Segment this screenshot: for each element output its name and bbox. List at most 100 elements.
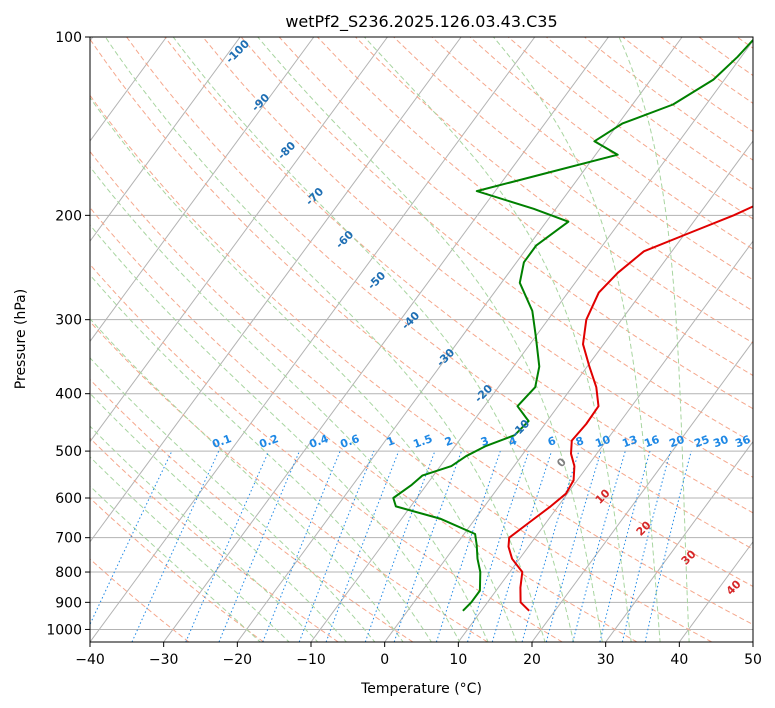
dry-adiabat-line — [202, 37, 753, 478]
mixing-ratio-line — [185, 450, 270, 642]
mixing-ratio-label: 2 — [443, 434, 455, 449]
dry-adiabat-label: -60 — [333, 228, 356, 251]
y-tick-label: 900 — [55, 595, 82, 611]
isotherm-line — [90, 37, 241, 243]
isotherm-line — [605, 440, 753, 642]
mixing-ratio-label: 30 — [711, 433, 730, 451]
mixing-ratio-line — [364, 450, 436, 642]
mixing-ratio-label: 13 — [620, 433, 639, 450]
mixing-ratio-line — [545, 450, 602, 642]
y-tick-label: 1000 — [46, 622, 82, 638]
moist-adiabat-line — [90, 224, 461, 642]
dry-adiabat-line — [698, 37, 753, 77]
dry-adiabat-line — [317, 37, 753, 377]
moist-adiabat-line — [90, 318, 404, 642]
dry-adiabat-line — [90, 94, 753, 626]
mixing-ratio-label: 0.1 — [210, 432, 233, 451]
x-tick-label: 10 — [449, 652, 467, 668]
dry-adiabat-line — [90, 206, 638, 642]
dry-adiabat-line — [90, 497, 264, 642]
dry-adiabat-label: -50 — [365, 269, 388, 292]
dry-adiabat-label: -70 — [303, 185, 326, 208]
temperature-profile-line — [507, 205, 753, 612]
moist-adiabat-line — [90, 96, 518, 642]
isotherm-line — [310, 39, 753, 642]
x-tick-label: −30 — [149, 652, 179, 668]
moist-adiabat-line — [90, 425, 319, 642]
dry-adiabat-line — [126, 37, 753, 550]
x-tick-label: −10 — [296, 652, 326, 668]
dry-adiabat-label: -20 — [472, 382, 495, 405]
mixing-ratio-line — [218, 450, 300, 642]
dry-adiabat-label: 30 — [679, 547, 699, 567]
y-axis-label: Pressure (hPa) — [13, 289, 29, 389]
isotherm-line — [163, 37, 609, 642]
axis-ticks: −40 −30 −20 −10 0 10 20 30 40 5010020030040050060… — [46, 30, 762, 668]
mixing-ratio-line — [325, 450, 400, 642]
isotherm-line — [457, 240, 753, 642]
dry-adiabat-line — [90, 38, 753, 587]
y-tick-label: 500 — [55, 444, 82, 460]
dry-adiabat-line — [622, 37, 753, 133]
x-tick-label: 0 — [380, 652, 389, 668]
mixing-ratio-line — [131, 450, 220, 642]
moist-adiabat-line — [90, 274, 433, 642]
dry-adiabat-label: -30 — [434, 346, 457, 369]
plot-frame — [89, 36, 754, 643]
mixing-ratio-line — [572, 450, 626, 642]
moist-adiabat-line — [364, 37, 632, 642]
dry-adiabat-label: -40 — [399, 309, 422, 332]
background-lines — [90, 37, 753, 642]
isotherm-line — [90, 37, 388, 443]
moist-adiabat-line — [104, 37, 546, 642]
mixing-ratio-label: 0.6 — [338, 432, 361, 451]
mixing-ratio-line — [599, 450, 651, 642]
dewpoint-profile-line — [392, 38, 753, 612]
dry-adiabat-line — [545, 37, 753, 190]
y-tick-label: 400 — [55, 387, 82, 403]
mixing-ratio-line — [491, 450, 553, 642]
mixing-ratio-label: 0.4 — [307, 432, 330, 451]
dry-adiabat-line — [431, 37, 753, 281]
mixing-ratio-label: 25 — [692, 433, 711, 450]
dry-adiabat-line — [660, 37, 753, 104]
isotherm-line — [90, 37, 462, 543]
dry-adiabat-line — [164, 37, 753, 514]
mixing-ratio-line — [435, 450, 501, 642]
moist-adiabat-line — [90, 392, 347, 642]
mixing-ratio-label: 6 — [546, 434, 558, 449]
dry-adiabat-line — [90, 150, 712, 642]
isotherm-line — [90, 37, 536, 642]
x-tick-label: 30 — [597, 652, 615, 668]
mixing-ratio-line — [644, 450, 692, 642]
y-tick-label: 200 — [55, 208, 82, 224]
moist-adiabat-line — [493, 37, 661, 642]
moist-adiabat-line — [90, 485, 261, 642]
mixing-ratio-label: 8 — [574, 434, 586, 449]
mixing-ratio-label: 3 — [479, 434, 491, 449]
x-tick-label: −40 — [75, 652, 105, 668]
mixing-ratio-line — [521, 450, 580, 642]
dry-adiabat-line — [278, 37, 753, 410]
dry-adiabat-label: 40 — [724, 577, 744, 597]
dry-adiabat-line — [736, 37, 753, 49]
mixing-ratio-label: 10 — [593, 433, 612, 451]
mixing-ratio-label: 16 — [642, 433, 661, 451]
isotherm-line — [236, 37, 683, 642]
mixing-ratio-label: 1.5 — [411, 432, 434, 451]
mixing-ratio-label: 1 — [385, 434, 397, 449]
isotherm-line — [678, 540, 753, 642]
moist-adiabat-line — [618, 37, 690, 642]
mixing-ratio-label: 36 — [733, 433, 752, 451]
isotherm-line — [752, 641, 753, 642]
mixing-ratio-label: 20 — [667, 433, 686, 451]
dry-adiabat-label: -80 — [275, 139, 298, 162]
dry-adiabat-line — [90, 558, 190, 642]
dry-adiabat-line — [90, 437, 339, 642]
isotherm-line — [531, 340, 753, 642]
dry-adiabat-line — [90, 263, 563, 642]
moist-adiabat-line — [90, 357, 376, 642]
x-tick-label: 50 — [744, 652, 762, 668]
chart-title: wetPf2_S236.2025.126.03.43.C35 — [285, 12, 557, 32]
